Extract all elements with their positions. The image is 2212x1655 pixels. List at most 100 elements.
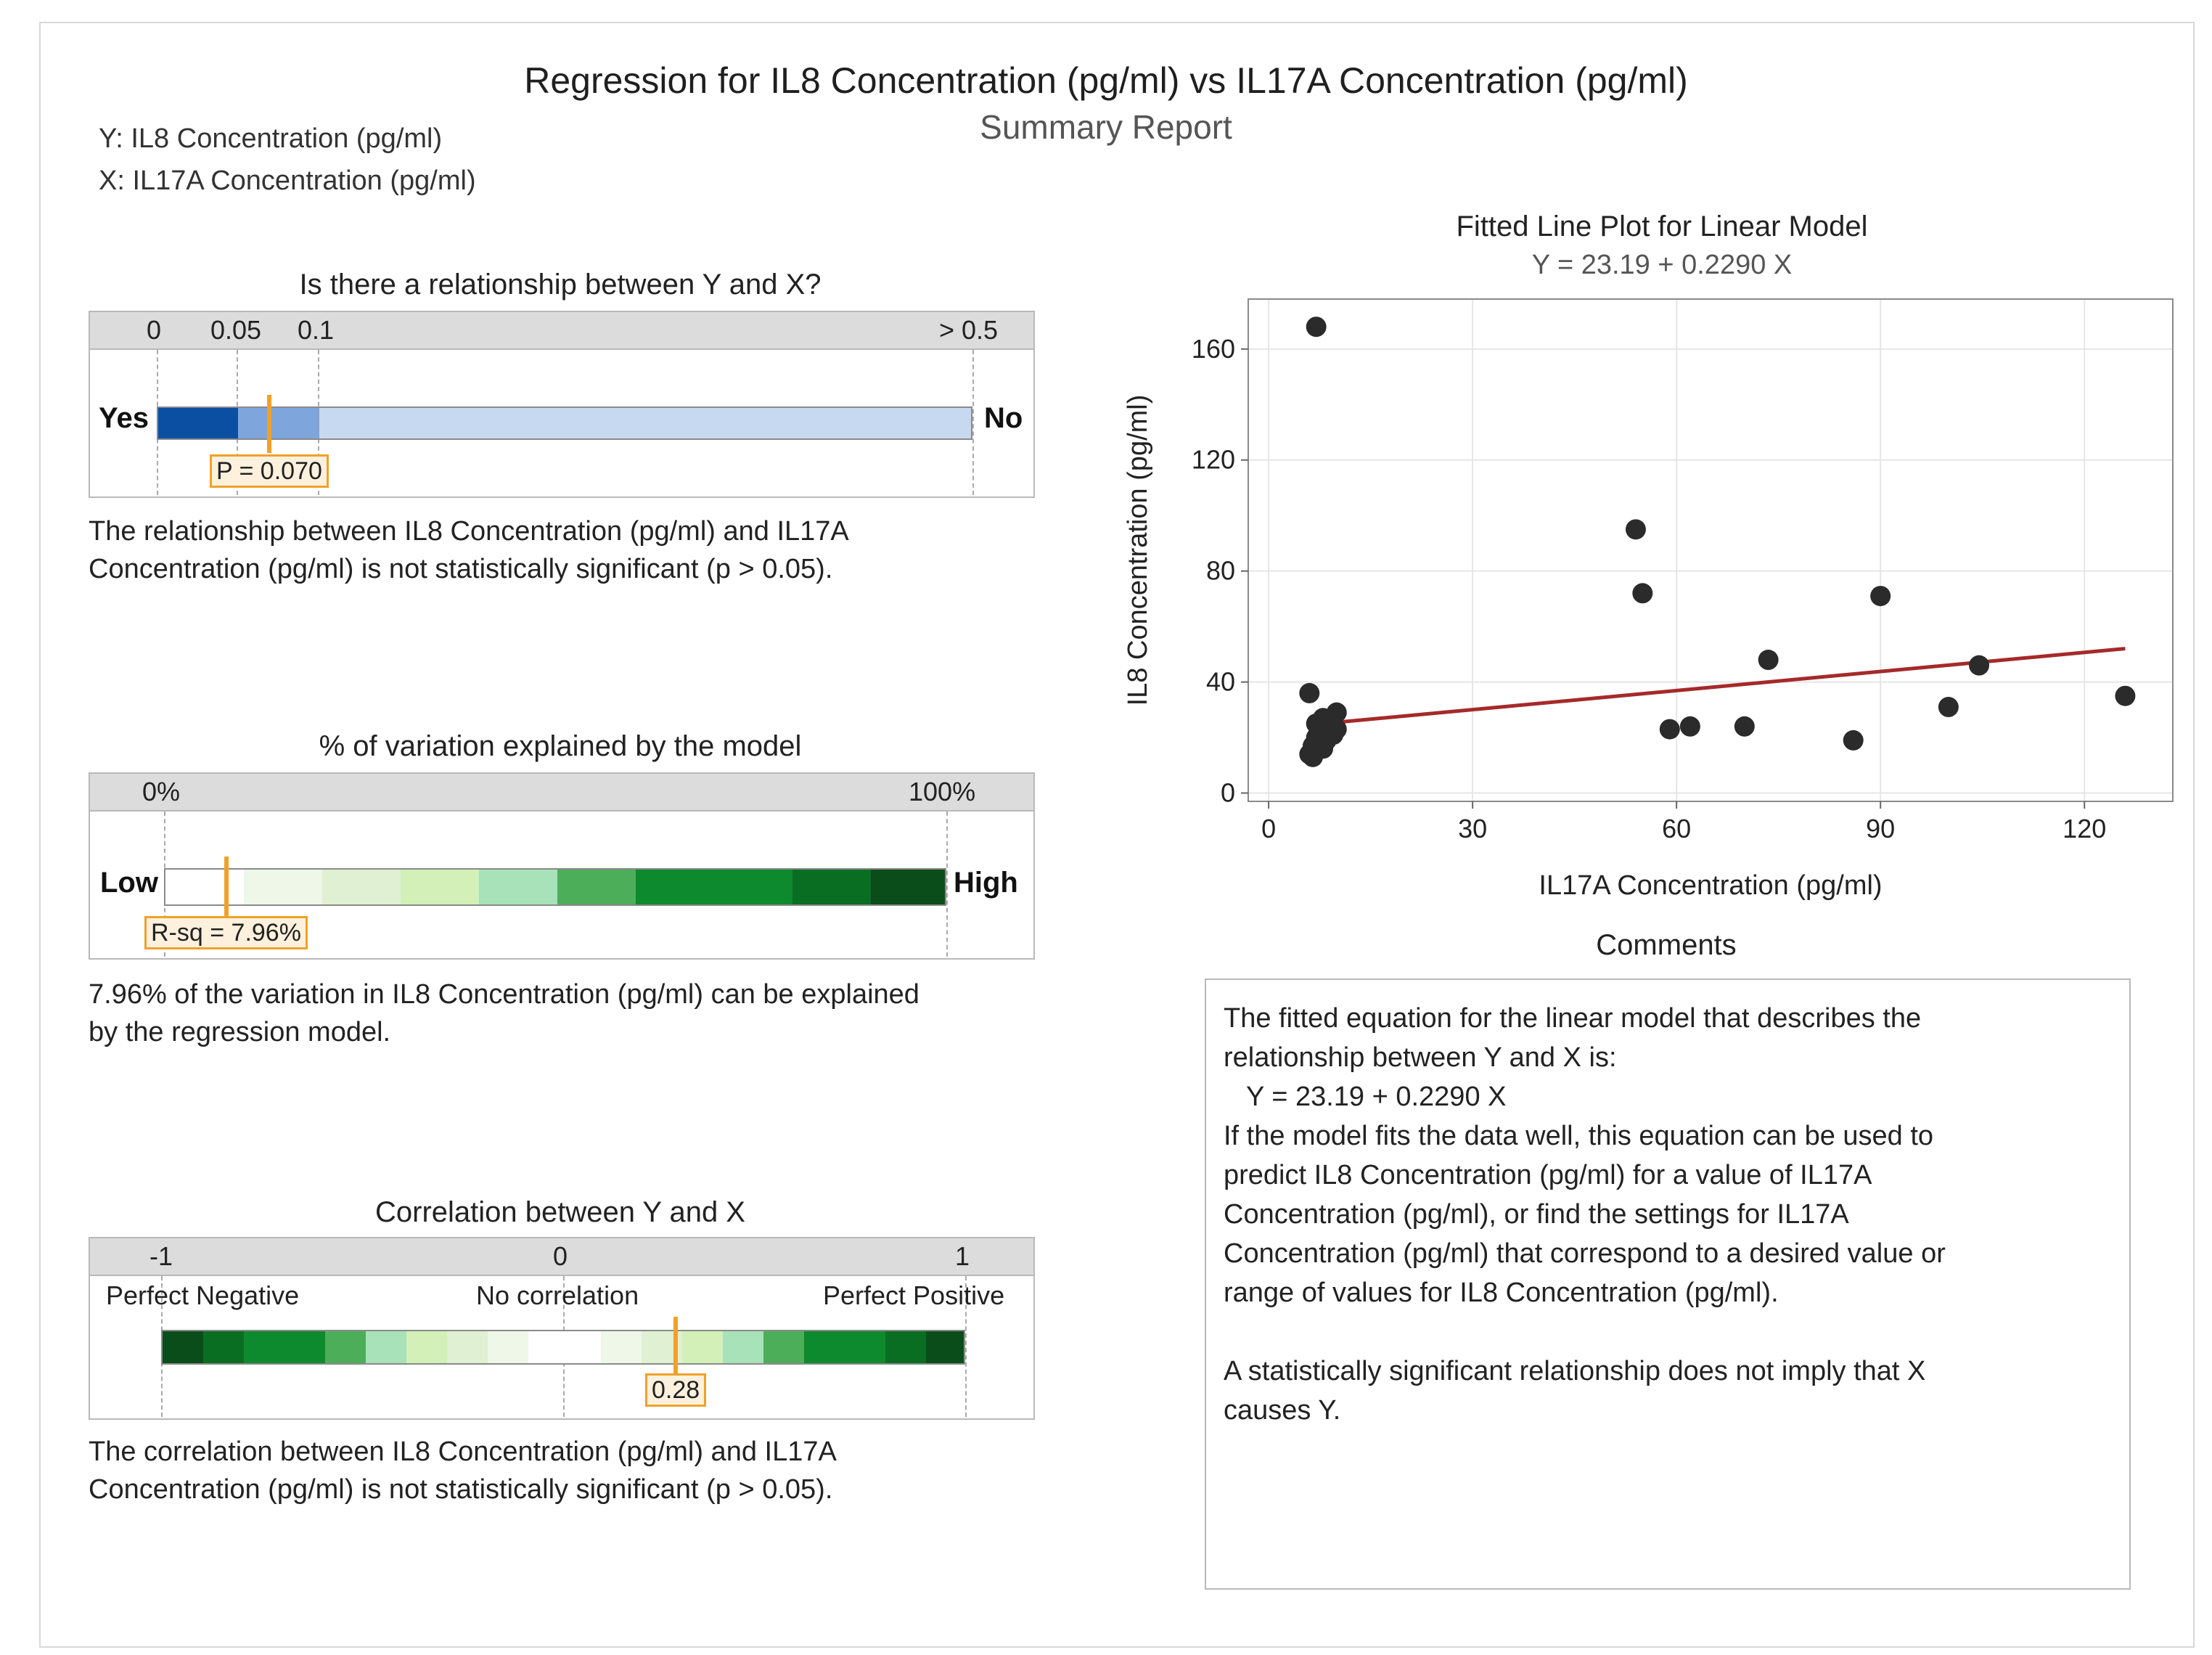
comment-line	[1224, 1312, 1946, 1352]
rsq-bar	[164, 868, 946, 906]
p-bar-segment-weak	[238, 408, 319, 438]
comment-line: relationship between Y and X is:	[1224, 1042, 1617, 1073]
corr-segment	[488, 1331, 528, 1363]
corr-segment	[601, 1331, 642, 1363]
low-label: Low	[100, 867, 158, 899]
y-tick-label: 0	[1221, 778, 1235, 808]
plot-area	[1248, 299, 2173, 801]
comment-line: range of values for IL8 Concentration (p…	[1224, 1278, 1779, 1308]
corr-segment	[366, 1331, 406, 1363]
variation-scale	[90, 774, 1033, 812]
data-point	[1659, 719, 1680, 740]
data-point	[1870, 586, 1891, 607]
corr-tick-neg1: -1	[149, 1241, 173, 1271]
data-point	[1843, 730, 1864, 751]
report-subtitle: Summary Report	[980, 108, 1232, 146]
data-point	[1299, 682, 1320, 703]
y-tick-label: 80	[1206, 556, 1235, 586]
corr-segment	[885, 1331, 926, 1363]
corr-segment	[682, 1331, 723, 1363]
correlation-panel: -1 0 1 Perfect Negative No correlation P…	[89, 1237, 1035, 1420]
relationship-scale	[90, 312, 1033, 350]
y-axis-label: IL8 Concentration (pg/ml)	[1123, 395, 1153, 706]
relationship-description-line: Concentration (pg/ml) is not statistical…	[89, 554, 833, 584]
p-tick-01: 0.1	[298, 315, 335, 345]
data-point	[1734, 716, 1755, 737]
chart-subtitle: Y = 23.19 + 0.2290 X	[1531, 250, 1793, 280]
correlation-description-line: The correlation between IL8 Concentratio…	[89, 1437, 837, 1467]
y-tick-label: 160	[1192, 334, 1235, 364]
comment-line: Y = 23.19 + 0.2290 X	[1224, 1082, 1507, 1112]
data-point	[1306, 316, 1327, 338]
corr-segment	[244, 1331, 325, 1363]
p-bar-segment-none	[319, 408, 971, 438]
x-axis-label: IL17A Concentration (pg/ml)	[1539, 870, 1882, 901]
corr-segment	[447, 1331, 488, 1363]
x-tick-label: 120	[2063, 814, 2106, 843]
data-point	[1326, 702, 1347, 723]
rsq-segment	[871, 870, 945, 904]
p-tick-05: > 0.5	[939, 315, 999, 345]
corr-segment	[163, 1331, 203, 1363]
perfect-positive-label: Perfect Positive	[823, 1280, 1005, 1310]
correlation-flag: 0.28	[645, 1373, 707, 1407]
comments-box: The fitted equation for the linear model…	[1205, 978, 2131, 1590]
yes-label: Yes	[99, 402, 149, 434]
comment-line: causes Y.	[1224, 1395, 1341, 1426]
comment-line: Concentration (pg/ml), or find the setti…	[1224, 1199, 1849, 1230]
perfect-negative-label: Perfect Negative	[106, 1280, 300, 1310]
data-point	[1625, 519, 1646, 540]
report-title: Regression for IL8 Concentration (pg/ml)…	[524, 60, 1688, 101]
p-bar-segment-strong	[158, 408, 238, 438]
data-point	[1632, 583, 1653, 604]
corr-segment	[203, 1331, 244, 1363]
p-gridline	[972, 350, 974, 495]
rsq-segment	[479, 870, 557, 904]
corr-segment	[406, 1331, 447, 1363]
corr-segment	[723, 1331, 763, 1363]
p-tick-005: 0.05	[210, 315, 262, 345]
correlation-scale	[90, 1238, 1033, 1276]
x-variable-label: X: IL17A Concentration (pg/ml)	[99, 166, 476, 196]
rsq-marker	[224, 857, 229, 918]
comment-line: The fitted equation for the linear model…	[1224, 1003, 1922, 1034]
correlation-description-line: Concentration (pg/ml) is not statistical…	[89, 1474, 833, 1505]
corr-segment	[763, 1331, 804, 1363]
corr-tick-0: 0	[553, 1241, 568, 1271]
data-point	[1326, 719, 1347, 740]
comment-line: predict IL8 Concentration (pg/ml) for a …	[1224, 1160, 1872, 1190]
data-point	[1969, 655, 1990, 676]
corr-tick-1: 1	[955, 1241, 970, 1271]
rsq-segment	[636, 870, 792, 904]
data-point	[1758, 650, 1779, 671]
variation-heading: % of variation explained by the model	[319, 730, 802, 762]
correlation-description: The correlation between IL8 Concentratio…	[89, 1433, 837, 1508]
data-point	[1938, 697, 1959, 718]
rsq-segment	[792, 870, 871, 904]
plot-border	[1248, 298, 2174, 802]
data-point	[1302, 746, 1323, 767]
high-label: High	[954, 867, 1018, 899]
variation-description: 7.96% of the variation in IL8 Concentrat…	[89, 976, 919, 1051]
corr-segment	[528, 1331, 601, 1363]
rsq-tick-100: 100%	[909, 777, 976, 806]
corr-segment	[804, 1331, 885, 1363]
rsq-segment	[165, 870, 244, 904]
x-tick-label: 0	[1261, 814, 1276, 843]
variation-panel: 0% 100% Low High R-sq = 7.96%	[89, 772, 1035, 960]
relationship-description-line: The relationship between IL8 Concentrati…	[89, 516, 849, 547]
rsq-tick-0: 0%	[142, 777, 181, 806]
p-tick-0: 0	[147, 315, 162, 345]
rsq-segment	[401, 870, 479, 904]
relationship-heading: Is there a relationship between Y and X?	[299, 269, 822, 301]
chart-title: Fitted Line Plot for Linear Model	[1456, 211, 1868, 242]
fitted-regression-line	[1309, 647, 2126, 727]
correlation-heading: Correlation between Y and X	[375, 1196, 745, 1228]
y-variable-label: Y: IL8 Concentration (pg/ml)	[99, 123, 443, 154]
x-tick-label: 30	[1458, 814, 1487, 843]
x-tick-label: 90	[1866, 814, 1895, 843]
no-correlation-label: No correlation	[476, 1280, 639, 1310]
relationship-description: The relationship between IL8 Concentrati…	[89, 512, 849, 588]
no-label: No	[984, 402, 1023, 434]
comment-line: Concentration (pg/ml) that correspond to…	[1224, 1238, 1946, 1269]
